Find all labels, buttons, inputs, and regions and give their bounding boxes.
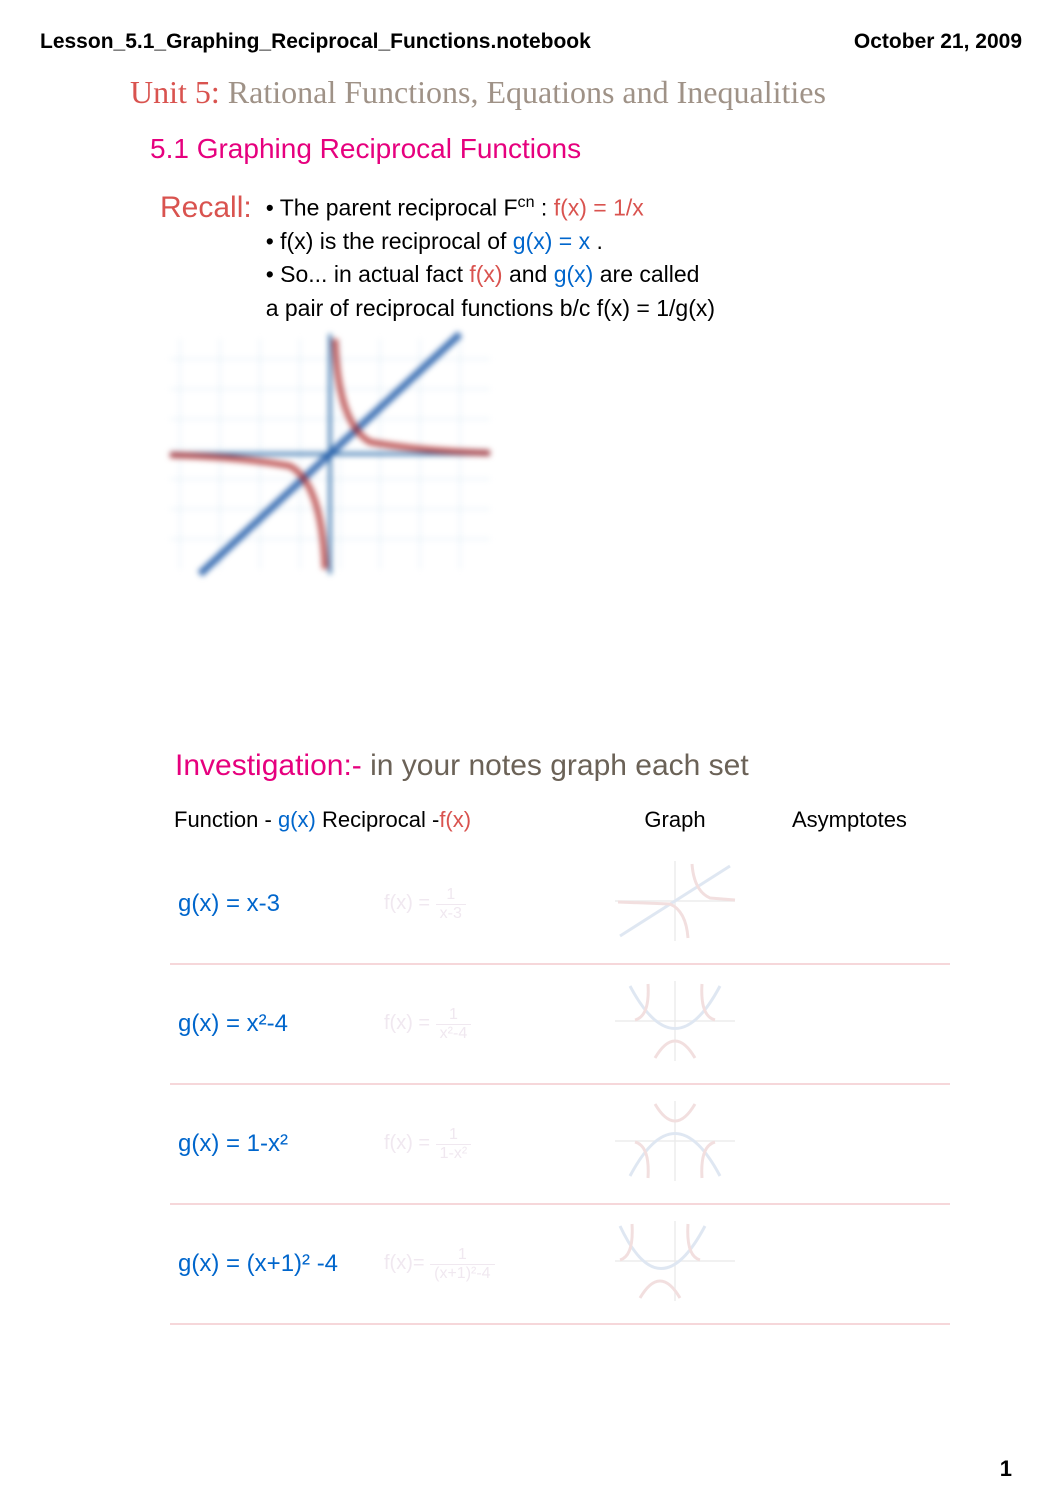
date: October 21, 2009	[854, 30, 1022, 54]
th-2a: Reciprocal -	[316, 807, 439, 832]
cell-gx: g(x) = 1-x²	[170, 1084, 376, 1204]
unit-rest: Rational Functions, Equations and Inequa…	[220, 74, 826, 110]
recall-2b: .	[590, 228, 603, 254]
filename: Lesson_5.1_Graphing_Reciprocal_Functions…	[40, 30, 591, 54]
cell-fx: f(x) = 11-x²	[376, 1084, 562, 1204]
page-number: 1	[1000, 1456, 1012, 1482]
table-row: g(x) = (x+1)² -4f(x)= 1(x+1)²-4	[170, 1204, 950, 1324]
cell-asymptotes	[788, 1084, 950, 1204]
graph-svg	[160, 329, 500, 579]
cell-fx: f(x) = 1x²-4	[376, 964, 562, 1084]
investigation-table: Function - g(x) Reciprocal -f(x) Graph A…	[170, 801, 950, 1325]
cell-graph	[562, 845, 788, 964]
th-1gx: g(x)	[278, 807, 316, 832]
cell-gx: g(x) = x-3	[170, 845, 376, 964]
recall-1fx: f(x) = 1/x	[554, 195, 644, 221]
recall-graph	[160, 329, 500, 579]
section-title: 5.1 Graphing Reciprocal Functions	[150, 133, 1022, 165]
table-row: g(x) = 1-x²f(x) = 11-x²	[170, 1084, 950, 1204]
cell-graph	[562, 1204, 788, 1324]
th-asymptotes: Asymptotes	[788, 801, 950, 845]
recall-label: Recall:	[160, 191, 252, 325]
recall-1a: • The parent reciprocal F	[266, 195, 518, 221]
recall-3b: and	[503, 261, 554, 287]
th-1a: Function -	[174, 807, 278, 832]
recall-block: Recall: • The parent reciprocal Fcn : f(…	[160, 191, 1022, 325]
recall-3a: • So... in actual fact	[266, 261, 470, 287]
recall-2a: • f(x) is the reciprocal of	[266, 228, 513, 254]
cell-gx: g(x) = x²-4	[170, 964, 376, 1084]
recall-2gx: g(x) = x	[513, 228, 590, 254]
recall-line-1: • The parent reciprocal Fcn : f(x) = 1/x	[266, 191, 715, 225]
header: Lesson_5.1_Graphing_Reciprocal_Functions…	[40, 30, 1022, 54]
cell-graph	[562, 964, 788, 1084]
investigation-label: Investigation:-	[175, 749, 362, 782]
recall-line-2: • f(x) is the reciprocal of g(x) = x .	[266, 225, 715, 258]
th-2fx: f(x)	[439, 807, 471, 832]
table-header-row: Function - g(x) Reciprocal -f(x) Graph A…	[170, 801, 950, 845]
cell-asymptotes	[788, 845, 950, 964]
th-graph: Graph	[562, 801, 788, 845]
cell-asymptotes	[788, 1204, 950, 1324]
recall-1b: :	[535, 195, 554, 221]
recall-3fx: f(x)	[469, 261, 502, 287]
cell-asymptotes	[788, 964, 950, 1084]
recall-3gx: g(x)	[554, 261, 594, 287]
cell-fx: f(x)= 1(x+1)²-4	[376, 1204, 562, 1324]
recall-line-4: a pair of reciprocal functions b/c f(x) …	[266, 292, 715, 325]
cell-gx: g(x) = (x+1)² -4	[170, 1204, 376, 1324]
table-row: g(x) = x-3f(x) = 1x-3	[170, 845, 950, 964]
page: Lesson_5.1_Graphing_Reciprocal_Functions…	[0, 0, 1062, 1506]
recall-line-3: • So... in actual fact f(x) and g(x) are…	[266, 258, 715, 291]
th-function-reciprocal: Function - g(x) Reciprocal -f(x)	[170, 801, 562, 845]
investigation-rest: in your notes graph each set	[362, 749, 749, 782]
recall-3c: are called	[593, 261, 699, 287]
cell-fx: f(x) = 1x-3	[376, 845, 562, 964]
table-row: g(x) = x²-4f(x) = 1x²-4	[170, 964, 950, 1084]
investigation-heading: Investigation:- in your notes graph each…	[175, 749, 1022, 783]
cell-graph	[562, 1084, 788, 1204]
unit-prefix: Unit 5:	[130, 74, 220, 110]
recall-list: • The parent reciprocal Fcn : f(x) = 1/x…	[266, 191, 715, 325]
unit-title: Unit 5: Rational Functions, Equations an…	[130, 74, 1022, 111]
recall-1sup: cn	[518, 193, 535, 211]
